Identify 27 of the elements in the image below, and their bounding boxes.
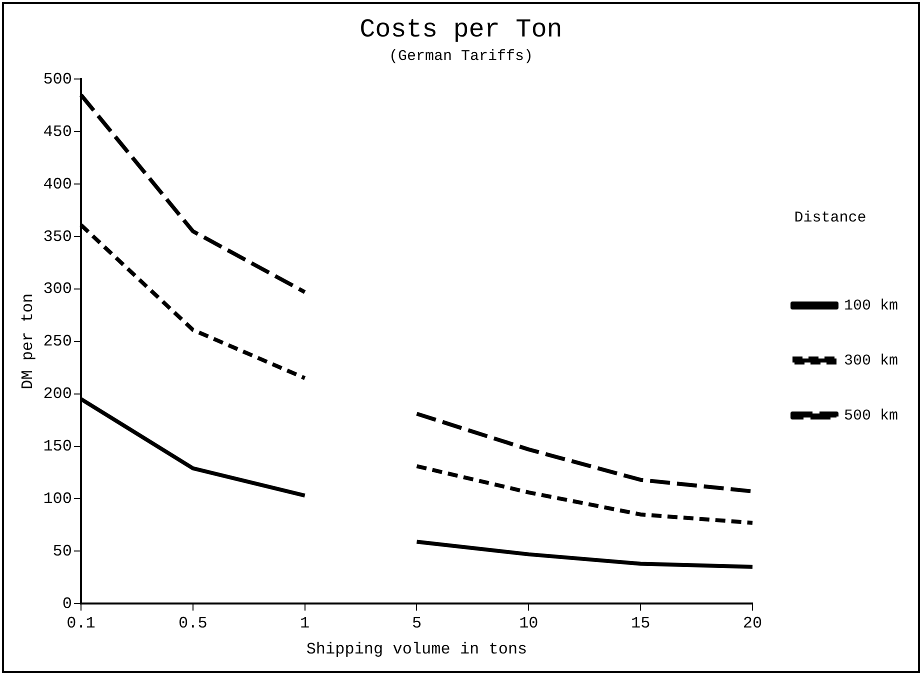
y-tick-label: 450 — [43, 122, 72, 141]
legend-label: 300 km — [844, 352, 898, 370]
legend-label: 500 km — [844, 407, 898, 424]
y-tick-label: 50 — [52, 542, 72, 560]
x-axis-title: Shipping volume in tons — [306, 640, 528, 659]
y-tick-label: 350 — [43, 228, 72, 246]
legend-label: 100 km — [844, 297, 898, 314]
chart-title: Costs per Ton — [360, 14, 562, 44]
y-tick-label: 400 — [43, 175, 72, 194]
x-tick-label: 1 — [300, 614, 310, 632]
x-tick-label: 0.5 — [178, 614, 208, 632]
x-tick-label: 15 — [630, 614, 650, 632]
legend-title: Distance — [794, 209, 866, 226]
y-tick-label: 150 — [43, 438, 72, 456]
y-tick-label: 300 — [43, 280, 72, 298]
y-tick-label: 200 — [43, 385, 72, 404]
line-series — [414, 464, 754, 525]
chart-subtitle: (German Tariffs) — [388, 48, 534, 66]
y-tick-label: 500 — [43, 70, 72, 88]
x-tick-label: 0.1 — [66, 614, 96, 632]
y-axis-title: DM per ton — [18, 293, 37, 390]
y-tick-label: 0 — [62, 594, 72, 613]
x-tick-label: 5 — [412, 614, 422, 632]
y-tick-label: 250 — [43, 332, 72, 351]
x-tick-label: 20 — [742, 614, 762, 632]
y-tick-label: 100 — [43, 490, 72, 508]
x-tick-label: 10 — [519, 614, 538, 632]
